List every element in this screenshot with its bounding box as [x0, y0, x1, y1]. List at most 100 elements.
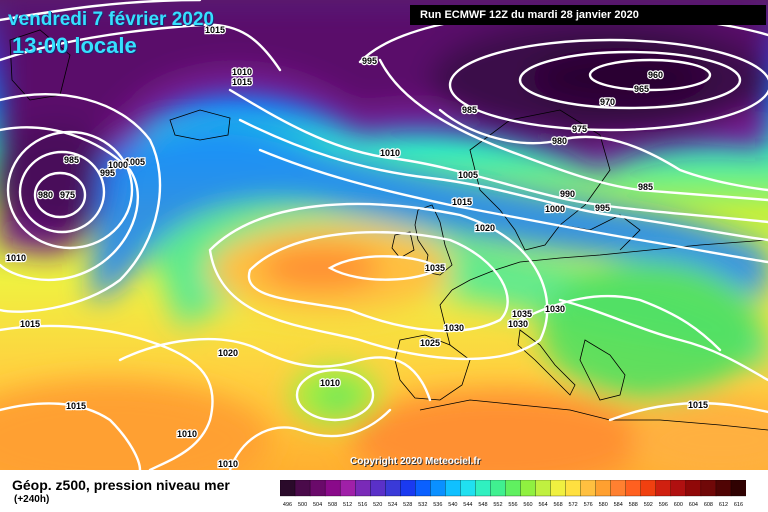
legend-value: 600 — [674, 502, 683, 508]
legend-swatch — [309, 480, 326, 497]
legend-value: 552 — [493, 502, 502, 508]
legend-value: 524 — [388, 502, 397, 508]
isobar-label: 1015 — [452, 197, 472, 207]
legend-value: 568 — [554, 502, 563, 508]
legend-value: 496 — [283, 502, 292, 508]
legend-swatch — [324, 480, 341, 497]
legend-swatch — [505, 480, 521, 497]
legend-swatch — [370, 480, 386, 497]
legend-swatch — [625, 480, 642, 497]
isobar-label: 1010 — [320, 378, 340, 388]
isobar-label: 1025 — [420, 338, 440, 348]
weather-map: 1015101010159959609659709859759801010985… — [0, 0, 768, 470]
legend-swatch — [400, 480, 416, 497]
legend-swatch — [430, 480, 446, 497]
isobar-label: 1020 — [475, 223, 495, 233]
isobar-label: 1005 — [125, 157, 145, 167]
legend-value: 560 — [523, 502, 532, 508]
isobar-label: 1010 — [380, 148, 400, 158]
isobar-label: 1010 — [232, 67, 252, 77]
isobar-label: 980 — [38, 190, 53, 200]
forecast-date: vendredi 7 février 2020 — [8, 9, 214, 30]
isobar-label: 1015 — [20, 319, 40, 329]
legend-swatch — [445, 480, 461, 497]
isobar-label: 985 — [638, 182, 653, 192]
forecast-time: 13:00 locale — [12, 33, 137, 58]
isobar-label: 1010 — [6, 253, 26, 263]
legend-swatch — [294, 480, 311, 497]
isobar-label: 995 — [362, 56, 377, 66]
isobar-label: 1010 — [218, 459, 238, 469]
isobar-labels: 1015101010159959609659709859759801010985… — [5, 24, 709, 470]
legend-value: 548 — [478, 502, 487, 508]
legend-value: 604 — [689, 502, 698, 508]
legend-value: 596 — [659, 502, 668, 508]
legend-swatch — [655, 480, 672, 497]
legend-value: 608 — [704, 502, 713, 508]
legend-value: 540 — [448, 502, 457, 508]
isobar-label: 1020 — [218, 348, 238, 358]
isobar-label: 985 — [64, 155, 79, 165]
legend-value: 508 — [328, 502, 337, 508]
legend-swatch — [415, 480, 431, 497]
isobar-label: 1030 — [508, 319, 528, 329]
legend-swatch — [640, 480, 657, 497]
legend-value: 576 — [584, 502, 593, 508]
legend-swatch — [490, 480, 506, 497]
isobar-label: 960 — [648, 70, 663, 80]
isobar-label: 1000 — [545, 204, 565, 214]
legend-swatch — [460, 480, 476, 497]
legend-swatch — [355, 480, 371, 497]
legend-value: 588 — [629, 502, 638, 508]
isobar-label: 1000 — [108, 160, 128, 170]
legend-swatch — [385, 480, 401, 497]
legend-value: 516 — [358, 502, 367, 508]
isobar-label: 975 — [60, 190, 75, 200]
legend-value: 556 — [508, 502, 517, 508]
isobar-label: 975 — [572, 124, 587, 134]
legend-swatch — [730, 480, 746, 497]
isobar-label: 1030 — [444, 323, 464, 333]
legend-value: 612 — [719, 502, 728, 508]
legend-swatch — [565, 480, 582, 497]
isobar-label: 1015 — [688, 400, 708, 410]
isobar-label: 985 — [462, 105, 477, 115]
legend-value: 592 — [644, 502, 653, 508]
isobar-label: 1035 — [425, 263, 445, 273]
legend-value: 532 — [418, 502, 427, 508]
map-parameter-label: Géop. z500, pression niveau mer — [12, 477, 230, 493]
legend-value: 536 — [433, 502, 442, 508]
isobar-label: 1005 — [458, 170, 478, 180]
legend-value: 616 — [734, 502, 743, 508]
model-run-info: Run ECMWF 12Z du mardi 28 janvier 2020 — [410, 5, 766, 25]
legend-value: 528 — [403, 502, 412, 508]
legend-swatch — [580, 480, 597, 497]
legend-value: 572 — [569, 502, 578, 508]
legend-swatch — [475, 480, 491, 497]
legend-swatch — [520, 480, 537, 497]
isobar-label: 1010 — [177, 429, 197, 439]
isobar-label: 995 — [100, 168, 115, 178]
legend-swatch — [595, 480, 612, 497]
legend-swatch — [715, 480, 732, 497]
legend-value: 544 — [463, 502, 472, 508]
legend-swatch — [610, 480, 627, 497]
legend-value: 520 — [373, 502, 382, 508]
isobar-label: 970 — [600, 97, 615, 107]
legend-swatch — [280, 480, 296, 497]
legend-swatch — [550, 480, 567, 497]
isobar-label: 990 — [560, 189, 575, 199]
legend-swatch — [700, 480, 717, 497]
legend-value: 564 — [538, 502, 547, 508]
isobar-label: 1030 — [545, 304, 565, 314]
isobar-label: 995 — [595, 203, 610, 213]
legend-value: 500 — [298, 502, 307, 508]
legend-value: 504 — [313, 502, 322, 508]
legend-swatch — [535, 480, 552, 497]
legend-value: 580 — [599, 502, 608, 508]
isobar-label: 980 — [552, 136, 567, 146]
copyright-text: Copyright 2020 Meteociel.fr — [350, 456, 481, 467]
legend-value: 512 — [343, 502, 352, 508]
isobar-label: 1035 — [512, 309, 532, 319]
legend-swatch — [339, 480, 356, 497]
